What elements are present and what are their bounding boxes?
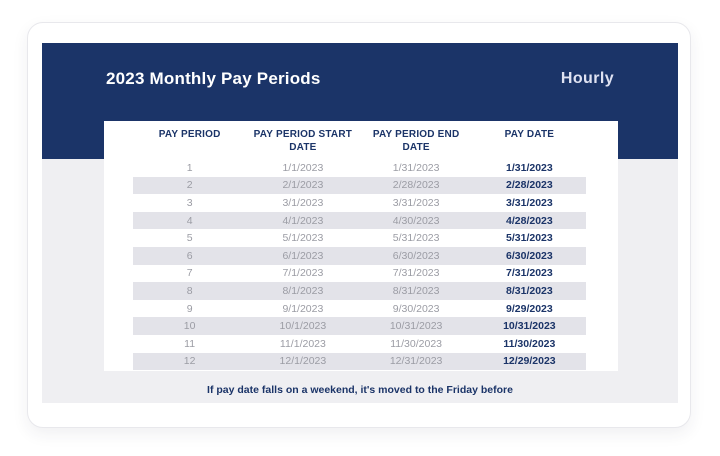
start-date-cell: 6/1/2023	[282, 249, 324, 262]
page-title: 2023 Monthly Pay Periods	[106, 69, 321, 88]
table-row: 7 7/1/2023 7/31/2023 7/31/2023	[133, 265, 586, 283]
end-date-cell: 8/31/2023	[392, 284, 440, 297]
end-date-cell: 11/30/2023	[390, 337, 443, 350]
start-date-cell: 12/1/2023	[279, 355, 327, 368]
pay-date-cell: 5/31/2023	[506, 232, 553, 245]
pay-date-cell: 8/31/2023	[506, 284, 553, 297]
end-date-cell: 4/30/2023	[392, 214, 440, 227]
pay-date-cell: 1/31/2023	[506, 161, 553, 174]
start-date-cell: 2/1/2023	[282, 179, 324, 192]
pay-period-cell: 4	[186, 214, 193, 227]
table-row: 10 10/1/2023 10/31/2023 10/31/2023	[133, 317, 586, 335]
end-date-cell: 7/31/2023	[392, 267, 440, 280]
pay-date-cell: 11/30/2023	[503, 337, 556, 350]
start-date-cell: 3/1/2023	[282, 196, 324, 209]
column-header-pay-period: PAY PERIOD	[158, 129, 221, 140]
table-header-row: PAY PERIOD PAY PERIOD START DATE PAY PER…	[133, 121, 586, 159]
pay-period-cell: 1	[186, 161, 193, 174]
table-row: 9 9/1/2023 9/30/2023 9/29/2023	[133, 300, 586, 318]
end-date-cell: 6/30/2023	[392, 249, 440, 262]
end-date-cell: 3/31/2023	[392, 196, 440, 209]
start-date-cell: 4/1/2023	[282, 214, 324, 227]
pay-period-cell: 6	[186, 249, 193, 262]
brand-logo: Hourly	[560, 70, 614, 87]
pay-period-cell: 2	[186, 179, 193, 192]
end-date-cell: 9/30/2023	[392, 302, 440, 315]
start-date-cell: 7/1/2023	[282, 267, 324, 280]
pay-date-cell: 12/29/2023	[503, 355, 556, 368]
end-date-cell: 10/31/2023	[389, 320, 443, 333]
end-date-cell: 12/31/2023	[389, 355, 443, 368]
pay-date-cell: 7/31/2023	[506, 267, 553, 280]
table-row: 6 6/1/2023 6/30/2023 6/30/2023	[133, 246, 586, 265]
pay-period-cell: 11	[184, 337, 196, 350]
pay-date-cell: 9/29/2023	[506, 302, 553, 315]
pay-period-cell: 5	[186, 232, 193, 245]
pay-periods-card: 2023 Monthly Pay Periods Hourly If pay d…	[27, 22, 691, 428]
pay-period-cell: 7	[186, 267, 193, 280]
table-row: 12 12/1/2023 12/31/2023 12/29/2023	[133, 352, 586, 371]
footnote: If pay date falls on a weekend, it's mov…	[207, 384, 513, 396]
start-date-cell: 8/1/2023	[282, 284, 324, 297]
table-row: 11 11/1/2023 11/30/2023 11/30/2023	[133, 335, 586, 353]
pay-date-cell: 2/28/2023	[506, 179, 553, 192]
end-date-cell: 5/31/2023	[392, 232, 440, 245]
table-row: 2 2/1/2023 2/28/2023 2/28/2023	[133, 176, 586, 195]
start-date-cell: 1/1/2023	[282, 161, 324, 174]
start-date-cell: 9/1/2023	[282, 302, 324, 315]
pay-period-cell: 10	[183, 320, 196, 333]
pay-periods-table: PAY PERIOD PAY PERIOD START DATE PAY PER…	[104, 121, 618, 371]
pay-period-cell: 12	[183, 355, 196, 368]
table-row: 1 1/1/2023 1/31/2023 1/31/2023	[133, 159, 586, 177]
pay-date-cell: 10/31/2023	[503, 320, 556, 333]
start-date-cell: 5/1/2023	[282, 232, 324, 245]
table-row: 3 3/1/2023 3/31/2023 3/31/2023	[133, 194, 586, 212]
start-date-cell: 11/1/2023	[279, 337, 326, 350]
pay-date-cell: 4/28/2023	[506, 214, 553, 227]
table-row: 5 5/1/2023 5/31/2023 5/31/2023	[133, 229, 586, 247]
start-date-cell: 10/1/2023	[279, 320, 327, 333]
pay-period-cell: 3	[186, 196, 193, 209]
column-header-start-date: PAY PERIOD START DATE	[253, 129, 353, 153]
table-body: 1 1/1/2023 1/31/2023 1/31/2023 2 2/1/2023 2/28…	[133, 159, 586, 371]
end-date-cell: 1/31/2023	[392, 161, 440, 174]
pay-date-cell: 6/30/2023	[506, 249, 553, 262]
pay-date-cell: 3/31/2023	[506, 196, 553, 209]
table-row: 4 4/1/2023 4/30/2023 4/28/2023	[133, 211, 586, 230]
pay-period-cell: 9	[186, 302, 193, 315]
pay-period-cell: 8	[186, 284, 193, 297]
column-header-end-date: PAY PERIOD END DATE	[372, 129, 460, 153]
table-row: 8 8/1/2023 8/31/2023 8/31/2023	[133, 282, 586, 300]
column-header-pay-date: PAY DATE	[504, 129, 555, 140]
end-date-cell: 2/28/2023	[392, 179, 440, 192]
